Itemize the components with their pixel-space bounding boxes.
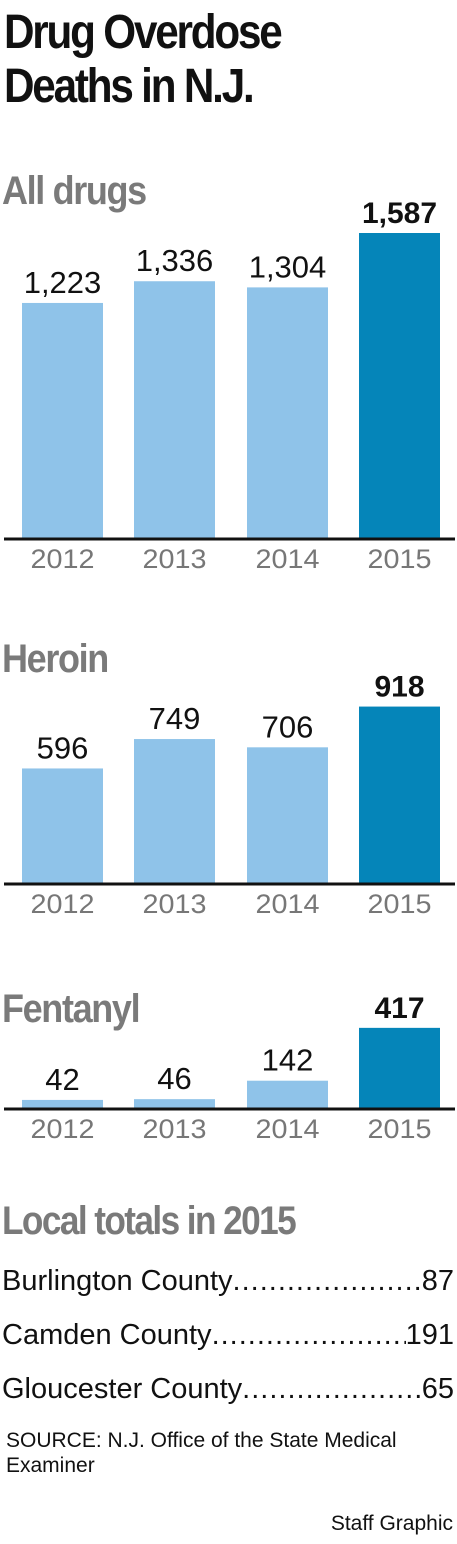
- value-label-2012: 1,223: [24, 265, 102, 300]
- local-row-burlington: Burlington County 87: [2, 1264, 454, 1298]
- dot-leader: [233, 1264, 422, 1298]
- bar-2013: [134, 281, 215, 538]
- bar-2012: [22, 768, 103, 883]
- chart-heroin: 596 2012 749 2013 706 2014 918 2015: [4, 671, 455, 919]
- tick-label-2014: 2014: [256, 544, 320, 574]
- value-label-2015: 1,587: [362, 197, 437, 230]
- county-value: 191: [405, 1319, 454, 1351]
- chart-title-all-drugs: All drugs: [2, 169, 147, 213]
- tick-label-2015: 2015: [368, 889, 432, 919]
- value-label-2013: 46: [157, 1061, 191, 1096]
- county-name: Burlington County: [2, 1265, 233, 1297]
- value-label-2013: 749: [149, 701, 201, 736]
- county-value: 65: [421, 1373, 454, 1405]
- bar-2014: [247, 747, 328, 883]
- value-label-2014: 142: [262, 1043, 314, 1078]
- value-label-2014: 1,304: [249, 249, 327, 284]
- chart-fentanyl: 42 2012 46 2013 142 2014 417 2015: [4, 992, 455, 1144]
- tick-label-2013: 2013: [143, 544, 207, 574]
- chart-title-fentanyl: Fentanyl: [2, 987, 141, 1031]
- chart-all-drugs: 1,223 2012 1,336 2013 1,304 2014 1,587 2015: [4, 197, 455, 574]
- tick-label-2012: 2012: [31, 889, 95, 919]
- credit-line: Staff Graphic: [330, 1512, 453, 1535]
- bar-2015: [359, 706, 440, 883]
- county-value: 87: [421, 1265, 454, 1297]
- tick-label-2014: 2014: [256, 889, 320, 919]
- tick-label-2012: 2012: [31, 1114, 95, 1144]
- tick-label-2015: 2015: [368, 1114, 432, 1144]
- tick-label-2012: 2012: [31, 544, 95, 574]
- value-label-2012: 596: [37, 730, 89, 765]
- dot-leader: [212, 1318, 406, 1352]
- local-row-camden: Camden County 191: [2, 1318, 454, 1352]
- value-label-2012: 42: [45, 1062, 79, 1097]
- value-label-2013: 1,336: [136, 243, 214, 278]
- bar-2015: [359, 1027, 440, 1108]
- tick-label-2013: 2013: [143, 1114, 207, 1144]
- bar-2014: [247, 287, 328, 538]
- chart-title-heroin: Heroin: [2, 637, 109, 681]
- county-name: Camden County: [2, 1319, 212, 1351]
- local-row-gloucester: Gloucester County 65: [2, 1372, 454, 1406]
- bar-2013: [134, 739, 215, 883]
- tick-label-2014: 2014: [256, 1114, 320, 1144]
- bar-2012: [22, 1099, 103, 1108]
- source-note: SOURCE: N.J. Office of the State Medical…: [6, 1429, 397, 1477]
- tick-label-2015: 2015: [368, 544, 432, 574]
- local-totals-title: Local totals in 2015: [2, 1199, 297, 1243]
- county-name: Gloucester County: [2, 1373, 243, 1405]
- value-label-2015: 918: [374, 671, 424, 704]
- bar-2015: [359, 233, 440, 538]
- bar-2012: [22, 302, 103, 538]
- bar-2014: [247, 1080, 328, 1108]
- tick-label-2013: 2013: [143, 889, 207, 919]
- bar-2013: [134, 1099, 215, 1108]
- value-label-2014: 706: [262, 709, 314, 744]
- page-title: Drug Overdose Deaths in N.J.: [4, 6, 283, 113]
- dot-leader: [242, 1372, 422, 1406]
- value-label-2015: 417: [374, 992, 424, 1025]
